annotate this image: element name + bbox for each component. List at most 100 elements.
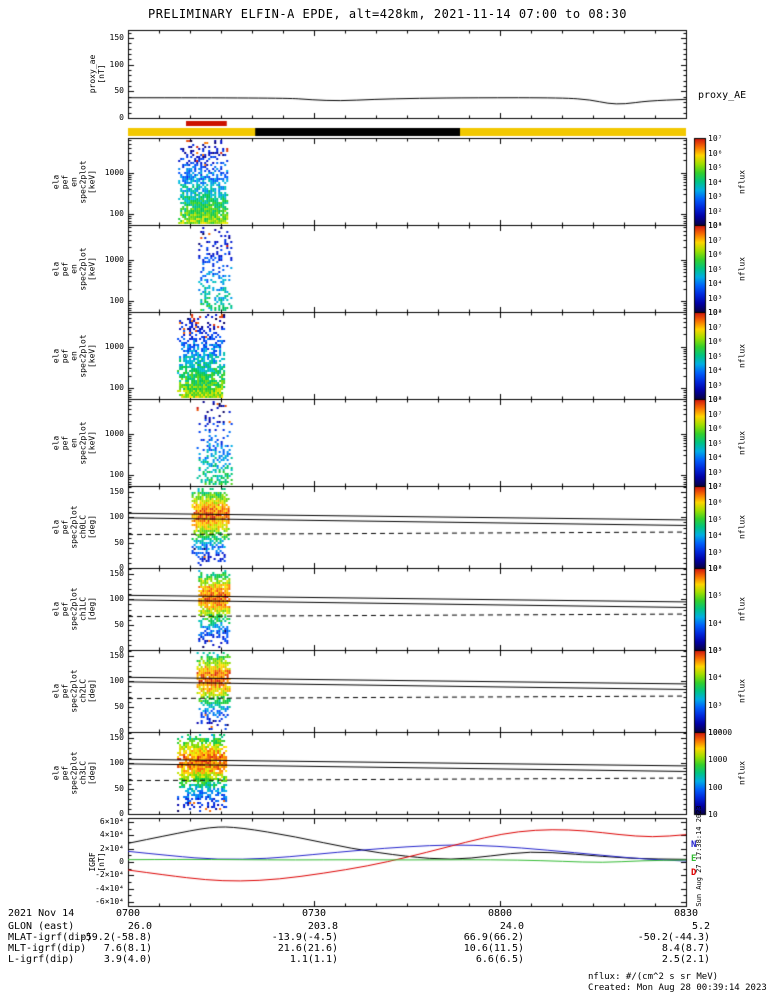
colorbar-tick-label: 10² xyxy=(708,564,723,573)
mlat-value: -50.2(-44.3) xyxy=(637,932,710,943)
glon-value: 203.8 xyxy=(307,921,338,932)
mlat-value: 66.9(66.2) xyxy=(463,932,524,943)
y-tick-label: 1000 xyxy=(104,342,124,351)
colorbar-tick-label: 10⁵ xyxy=(708,265,723,274)
mlt-value: 10.6(11.5) xyxy=(463,943,524,954)
colorbar-title: nflux xyxy=(737,596,747,622)
colorbar-tick-label: 10⁶ xyxy=(708,564,723,573)
colorbar-tick-label: 10⁶ xyxy=(708,250,723,259)
row-label-mlat: MLAT-igrf(dip) xyxy=(8,932,93,943)
colorbar-tick-label: 10⁷ xyxy=(708,482,723,491)
colorbar-tick-label: 10⁷ xyxy=(708,410,723,419)
y-tick-label: -4×10⁴ xyxy=(95,884,124,893)
y-tick-label: 50 xyxy=(114,702,124,711)
x-tick-label-2: 0800 xyxy=(487,908,513,919)
colorbar-tick-label: 10⁸ xyxy=(708,221,723,230)
y-tick-label: 0 xyxy=(119,113,124,122)
y-tick-label: 0 xyxy=(119,563,124,572)
panel-ylabel-pa_spec_ch3: ela pef spec2plot ch3LC [deg] xyxy=(51,751,97,795)
colorbar-title: nflux xyxy=(737,256,747,281)
igrf-legend-D: D xyxy=(691,868,697,878)
colorbar-title: nflux xyxy=(737,760,747,786)
x-tick-label-0: 0700 xyxy=(115,908,141,919)
y-tick-label: 100 xyxy=(109,594,124,603)
colorbar-tick-label: 10⁴ xyxy=(708,531,723,540)
row-label-mlt: MLT-igrf(dip) xyxy=(8,943,87,954)
panel-ylabel-en_spec_1: ela pef en spec2plot [keV] xyxy=(51,246,97,291)
y-tick-label: 6×10⁴ xyxy=(99,817,124,826)
colorbar-title: nflux xyxy=(737,430,747,455)
colorbar-tick-label: 10³ xyxy=(708,701,723,710)
mlt-value: 7.6(8.1) xyxy=(103,943,152,954)
colorbar-title: nflux xyxy=(737,678,747,704)
row-label-lshell: L-igrf(dip) xyxy=(8,954,75,965)
colorbar-tick-label: 10⁴ xyxy=(708,673,723,682)
colorbar-tick-label: 10⁴ xyxy=(708,619,723,628)
colorbar-tick-label: 10⁸ xyxy=(708,308,723,317)
colorbar-tick-label: 10⁶ xyxy=(708,337,723,346)
colorbar-tick-label: 10³ xyxy=(708,646,723,655)
y-tick-label: -2×10⁴ xyxy=(95,870,124,879)
panel-ylabel-pa_spec_ch0: ela pef spec2plot ch0LC [deg] xyxy=(51,505,97,549)
colorbar-tick-label: 10² xyxy=(708,207,723,216)
colorbar-tick-label: 10² xyxy=(708,728,723,737)
colorbar-tick-label: 10³ xyxy=(708,381,723,390)
y-tick-label: 50 xyxy=(114,86,124,95)
y-tick-label: -6×10⁴ xyxy=(95,897,124,906)
colorbar-title: nflux xyxy=(737,169,747,194)
glon-value: 5.2 xyxy=(691,921,710,932)
figure-title: PRELIMINARY ELFIN-A EPDE, alt=428km, 202… xyxy=(148,7,627,21)
colorbar-tick-label: 10⁵ xyxy=(708,515,723,524)
colorbar-tick-label: 10⁶ xyxy=(708,424,723,433)
colorbar-tick-label: 10⁴ xyxy=(708,178,723,187)
y-tick-label: 100 xyxy=(109,512,124,521)
y-tick-label: 100 xyxy=(109,296,124,305)
y-tick-label: 150 xyxy=(109,651,124,660)
colorbar-tick-label: 10⁷ xyxy=(708,236,723,245)
lshell-value: 3.9(4.0) xyxy=(103,954,152,965)
colorbar-tick-label: 10³ xyxy=(708,468,723,477)
x-tick-label-1: 0730 xyxy=(301,908,327,919)
panel-ylabel-igrf: IGRF [nT] xyxy=(88,852,106,872)
y-tick-label: 2×10⁴ xyxy=(99,844,124,853)
colorbar-tick-label: 10⁵ xyxy=(708,646,723,655)
nflux-units-note: nflux: #/(cm^2 s sr MeV) xyxy=(588,972,719,982)
colorbar-tick-label: 10⁵ xyxy=(708,352,723,361)
y-tick-label: 100 xyxy=(109,470,124,479)
glon-value: 24.0 xyxy=(499,921,524,932)
colorbar-tick-label: 10⁷ xyxy=(708,323,723,332)
igrf-legend-N: N xyxy=(691,840,697,850)
colorbar-tick-label: 100 xyxy=(708,783,723,792)
colorbar-tick-label: 10⁵ xyxy=(708,163,723,172)
proxy-ae-right-label: proxy_AE xyxy=(698,90,747,101)
colorbar-tick-label: 10³ xyxy=(708,548,723,557)
y-tick-label: 100 xyxy=(109,383,124,392)
mlat-value: -59.2(-58.8) xyxy=(79,932,152,943)
colorbar-tick-label: 10⁴ xyxy=(708,453,723,462)
row-label-glon: GLON (east) xyxy=(8,921,75,932)
panel-ylabel-proxy_ae: proxy_ae [nT] xyxy=(88,54,106,94)
y-tick-label: 150 xyxy=(109,33,124,42)
glon-value: 26.0 xyxy=(127,921,152,932)
x-tick-label-3: 0830 xyxy=(673,908,699,919)
colorbar-tick-label: 10⁸ xyxy=(708,395,723,404)
panel-ylabel-en_spec_0: ela pef en spec2plot [keV] xyxy=(51,159,97,204)
y-tick-label: 150 xyxy=(109,733,124,742)
colorbar-tick-label: 10² xyxy=(708,482,723,491)
lshell-value: 2.5(2.1) xyxy=(661,954,710,965)
colorbar-tick-label: 10⁷ xyxy=(708,134,723,143)
colorbar-tick-label: 10⁶ xyxy=(708,149,723,158)
colorbar-tick-label: 10² xyxy=(708,308,723,317)
panel-ylabel-pa_spec_ch1: ela pef spec2plot ch1LC [deg] xyxy=(51,587,97,631)
colorbar-tick-label: 10³ xyxy=(708,192,723,201)
date-label: 2021 Nov 14 xyxy=(8,908,75,919)
colorbar-tick-label: 10⁴ xyxy=(708,279,723,288)
mlat-value: -13.9(-4.5) xyxy=(271,932,338,943)
y-tick-label: 0 xyxy=(119,727,124,736)
lshell-value: 6.6(6.5) xyxy=(475,954,524,965)
mlt-value: 8.4(8.7) xyxy=(661,943,710,954)
colorbar-tick-label: 10 xyxy=(708,810,718,819)
y-tick-label: 100 xyxy=(109,758,124,767)
